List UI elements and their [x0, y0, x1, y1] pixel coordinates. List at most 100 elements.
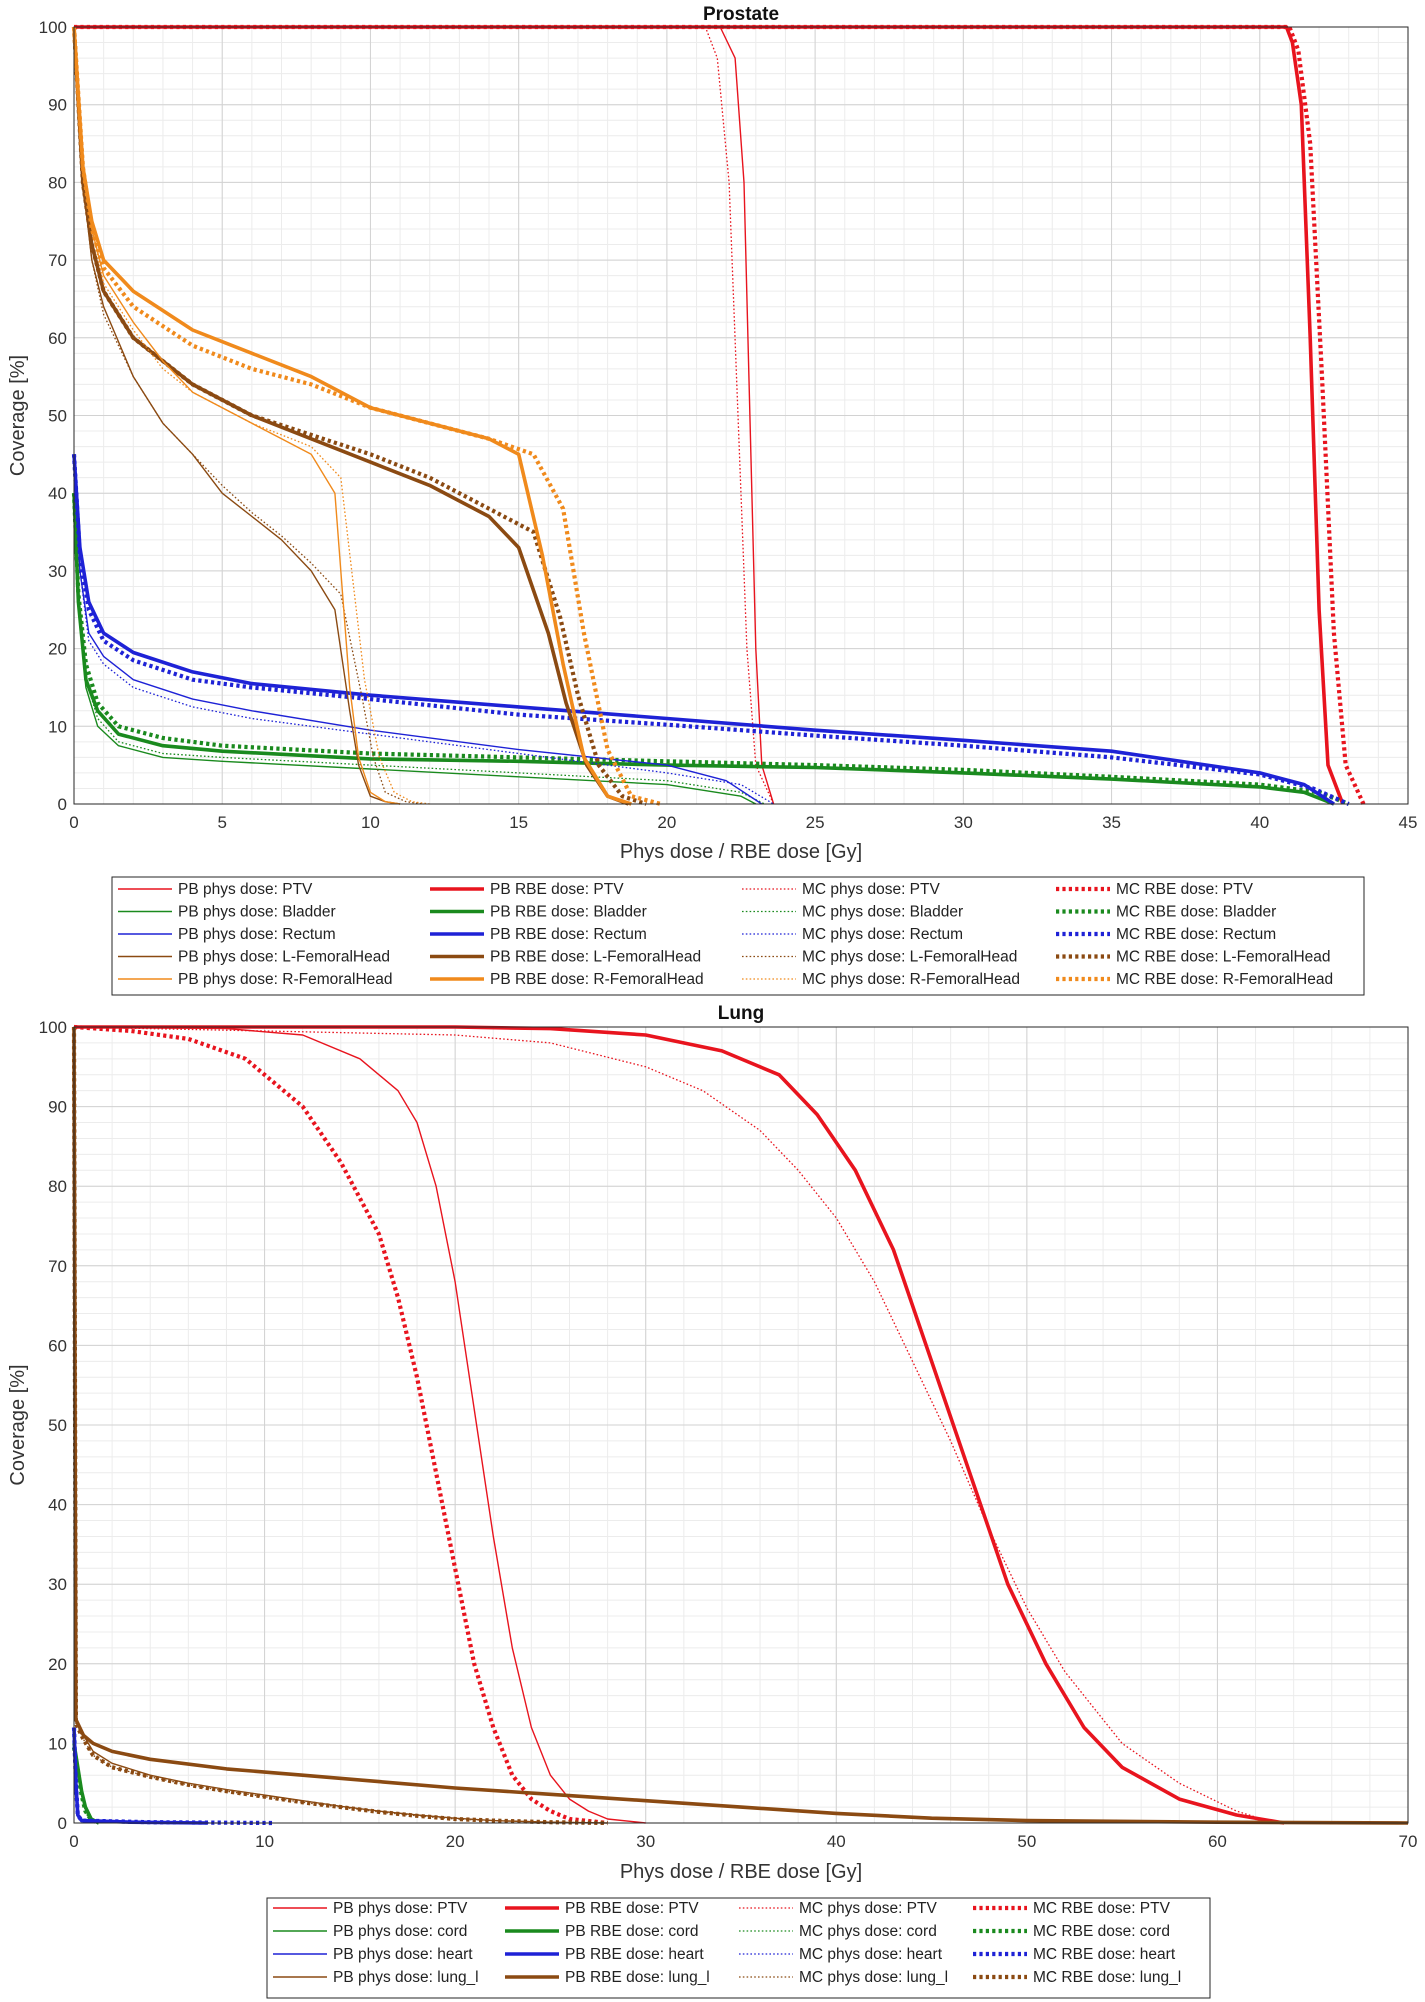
legend-label: MC RBE dose: L-FemoralHead: [1116, 949, 1331, 966]
legend-label: MC RBE dose: lung_l: [1033, 1969, 1181, 1986]
legend-label: PB phys dose: R-FemoralHead: [178, 971, 393, 988]
legend-item-pb-rbe-dose-heart: PB RBE dose: heart: [505, 1946, 704, 1963]
legend-item-pb-phys-dose-ptv: PB phys dose: PTV: [273, 1900, 468, 1917]
series-line-mc-phys-dose-ptv: [74, 26, 775, 805]
legend-item-mc-phys-dose-heart: MC phys dose: heart: [739, 1946, 943, 1963]
legend-item-pb-phys-dose-lung-l: PB phys dose: lung_l: [273, 1969, 479, 1986]
legend-item-mc-rbe-dose-rectum: MC RBE dose: Rectum: [1056, 926, 1276, 943]
legend-label: MC RBE dose: R-FemoralHead: [1116, 971, 1333, 988]
x-tick-label: 40: [1250, 813, 1269, 832]
x-axis-label: Phys dose / RBE dose [Gy]: [620, 1861, 862, 1883]
legend-label: PB RBE dose: PTV: [565, 1900, 699, 1917]
x-tick-label: 30: [636, 1832, 655, 1851]
series-line-pb-rbe-dose-ptv: [74, 1025, 1285, 1825]
axes-box: [73, 1026, 1409, 1824]
x-tick-label: 5: [217, 813, 226, 832]
y-tick-label: 50: [48, 1416, 67, 1435]
grid: [73, 1026, 1409, 1824]
legend-item-mc-rbe-dose-l-femoralhead: MC RBE dose: L-FemoralHead: [1056, 949, 1331, 966]
legend-item-mc-phys-dose-rectum: MC phys dose: Rectum: [742, 926, 963, 943]
legend-label: PB phys dose: L-FemoralHead: [178, 949, 390, 966]
series-line-mc-phys-dose-r-femoralhead: [73, 26, 430, 805]
series-line-mc-rbe-dose-lung-l: [71, 1026, 608, 1826]
series-line-mc-rbe-dose-l-femoralhead: [71, 26, 647, 806]
legend-label: MC RBE dose: heart: [1033, 1946, 1176, 1963]
x-tick-label: 50: [1017, 1832, 1036, 1851]
legend-label: PB RBE dose: R-FemoralHead: [490, 971, 704, 988]
legend-item-pb-phys-dose-cord: PB phys dose: cord: [273, 1923, 467, 1940]
legend-box: [266, 1897, 1211, 1999]
legend-label: MC RBE dose: PTV: [1033, 1900, 1171, 1917]
x-tick-label: 15: [509, 813, 528, 832]
chart-title: Prostate: [703, 4, 779, 25]
series-line-mc-rbe-dose-ptv: [74, 24, 1366, 805]
y-tick-label: 100: [39, 1018, 67, 1037]
legend-label: PB RBE dose: heart: [565, 1946, 704, 1963]
legend-label: MC phys dose: PTV: [799, 1900, 937, 1917]
legend-label: MC phys dose: Rectum: [802, 926, 963, 943]
series-line-mc-phys-dose-rectum: [73, 454, 774, 805]
legend-label: MC phys dose: PTV: [802, 881, 940, 898]
y-tick-label: 80: [48, 173, 67, 192]
series-line-pb-rbe-dose-ptv: [74, 25, 1345, 805]
x-tick-label: 35: [1102, 813, 1121, 832]
legend-item-mc-phys-dose-ptv: MC phys dose: PTV: [739, 1900, 937, 1917]
axes-box: [73, 26, 1409, 805]
legend-item-mc-phys-dose-cord: MC phys dose: cord: [739, 1923, 937, 1940]
y-axis-label: Coverage [%]: [7, 355, 29, 476]
chart-lung: 0 10 20 30 40 50 60 70 0 10 20 30 40 50 60 70 80 90 100 Lun…: [7, 1003, 1418, 1999]
series-line-pb-rbe-dose-lung-l: [72, 1026, 1409, 1825]
x-tick-label: 20: [657, 813, 676, 832]
legend-label: PB phys dose: heart: [333, 1946, 473, 1963]
x-tick-label: 40: [827, 1832, 846, 1851]
legend-label: MC RBE dose: Bladder: [1116, 904, 1276, 921]
y-tick-label: 40: [48, 1496, 67, 1515]
legend-item-mc-rbe-dose-cord: MC RBE dose: cord: [973, 1923, 1170, 1940]
legend-label: PB phys dose: Bladder: [178, 904, 336, 921]
legend-label: MC phys dose: R-FemoralHead: [802, 971, 1020, 988]
legend-item-pb-rbe-dose-bladder: PB RBE dose: Bladder: [430, 904, 647, 921]
series-line-mc-rbe-dose-heart: [71, 1727, 275, 1826]
legend-item-pb-phys-dose-ptv: PB phys dose: PTV: [118, 881, 313, 898]
legend-item-mc-rbe-dose-bladder: MC RBE dose: Bladder: [1056, 904, 1276, 921]
x-tick-label: 0: [69, 1832, 78, 1851]
legend-label: MC phys dose: L-FemoralHead: [802, 949, 1017, 966]
y-axis-label: Coverage [%]: [7, 1364, 29, 1485]
legend-item-pb-rbe-dose-ptv: PB RBE dose: PTV: [430, 881, 624, 898]
y-tick-label: 80: [48, 1177, 67, 1196]
x-tick-label: 70: [1399, 1832, 1418, 1851]
legend-label: PB phys dose: lung_l: [333, 1969, 479, 1986]
legend-item-pb-rbe-dose-ptv: PB RBE dose: PTV: [505, 1900, 699, 1917]
y-tick-label: 90: [48, 1098, 67, 1117]
legend-label: MC phys dose: lung_l: [799, 1969, 948, 1986]
legend-item-mc-phys-dose-lung-l: MC phys dose: lung_l: [739, 1969, 948, 1986]
y-tick-label: 10: [48, 1734, 67, 1753]
legend-label: PB phys dose: PTV: [178, 881, 313, 898]
legend-item-mc-phys-dose-ptv: MC phys dose: PTV: [742, 881, 940, 898]
y-tick-label: 100: [39, 18, 67, 37]
y-tick-label: 70: [48, 1257, 67, 1276]
legend-item-pb-phys-dose-rectum: PB phys dose: Rectum: [118, 926, 336, 943]
series-group: [71, 1024, 1409, 1826]
legend: PB phys dose: PTV PB RBE dose: PTV MC phys…: [266, 1897, 1211, 1999]
x-tick-label: 10: [255, 1832, 274, 1851]
legend-label: PB phys dose: PTV: [333, 1900, 468, 1917]
series-line-pb-rbe-dose-rectum: [72, 454, 1335, 806]
series-line-pb-phys-dose-ptv: [74, 26, 775, 805]
x-tick-label: 0: [69, 813, 78, 832]
series-line-mc-rbe-dose-bladder: [71, 493, 1350, 806]
legend-item-mc-phys-dose-r-femoralhead: MC phys dose: R-FemoralHead: [742, 971, 1020, 988]
y-tick-label: 30: [48, 1575, 67, 1594]
legend-label: MC phys dose: heart: [799, 1946, 943, 1963]
legend-label: PB RBE dose: L-FemoralHead: [490, 949, 701, 966]
y-tick-label: 30: [48, 562, 67, 581]
y-tick-label: 20: [48, 1655, 67, 1674]
legend-item-mc-phys-dose-bladder: MC phys dose: Bladder: [742, 904, 963, 921]
legend-item-pb-rbe-dose-rectum: PB RBE dose: Rectum: [430, 926, 647, 943]
y-tick-label: 70: [48, 251, 67, 270]
x-tick-label: 20: [446, 1832, 465, 1851]
y-tick-label: 90: [48, 96, 67, 115]
legend-item-pb-rbe-dose-l-femoralhead: PB RBE dose: L-FemoralHead: [430, 949, 701, 966]
series-line-pb-rbe-dose-bladder: [72, 493, 1335, 806]
